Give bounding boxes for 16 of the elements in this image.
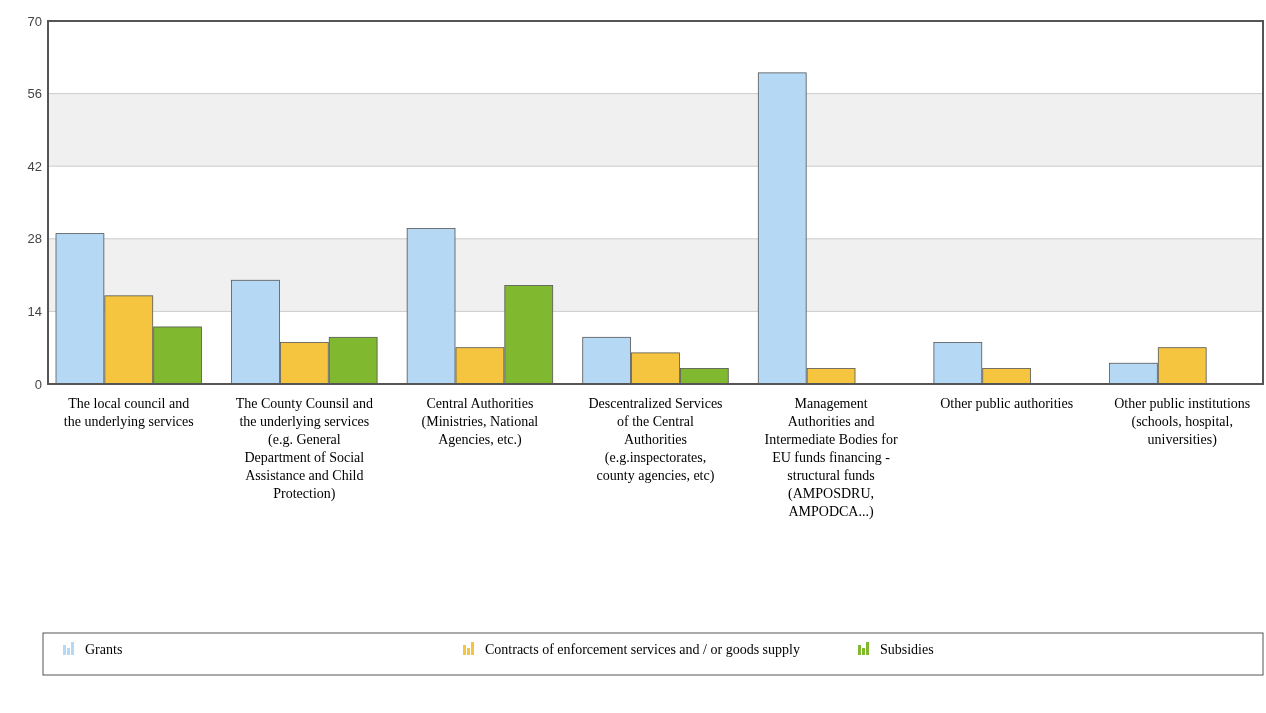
x-tick-label: Central Authorities (Ministries, National Agencies, etc.) bbox=[421, 396, 539, 448]
y-tick-label: 0 bbox=[34, 376, 42, 392]
x-tick-label: The County Counsil and the underlying services (e.g. General Department of Social Assistance and Child Protection) bbox=[235, 396, 373, 502]
x-tick-label: Other public authorities bbox=[940, 396, 1074, 411]
legend-label: Grants bbox=[85, 642, 123, 657]
x-tick-label: Management Authorities and Intermediate Bodies for EU funds financing - structural funds (AMPOSDRU, AMPODCA...) bbox=[764, 396, 898, 520]
y-tick-label: 70 bbox=[27, 13, 42, 29]
y-tick-label: 14 bbox=[27, 303, 42, 319]
x-tick-label: Descentralized Services of the Central Authorities (e.g.inspectorates, county agencies, etc) bbox=[588, 396, 723, 484]
y-tick-label: 56 bbox=[27, 86, 42, 102]
y-tick-label: 42 bbox=[27, 158, 42, 174]
y-tick-label: 28 bbox=[27, 231, 42, 247]
x-tick-label: Other public institutions (schools, hospital, universities) bbox=[1114, 396, 1251, 448]
legend-label: Contracts of enforcement services and / or goods supply bbox=[485, 642, 800, 657]
x-tick-label: The local council and the underlying services bbox=[63, 396, 194, 429]
legend-label: Subsidies bbox=[880, 642, 934, 657]
